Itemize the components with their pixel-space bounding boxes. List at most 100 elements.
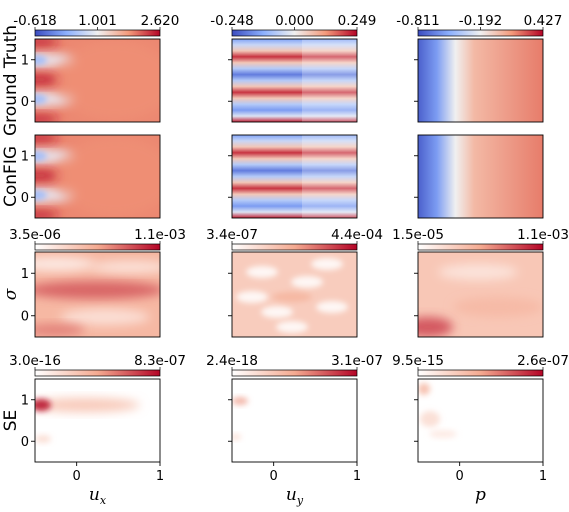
colorbar-tick-label: -0.248 (210, 13, 254, 29)
heatmap-blob (232, 397, 248, 405)
colorbar-tick-label: -0.192 (459, 13, 503, 29)
x-tick-label: 1 (156, 469, 164, 484)
panel-frame (417, 38, 544, 123)
heatmap-field (35, 379, 160, 462)
heatmap-blob (35, 324, 85, 336)
y-tick-label: 1 (21, 53, 29, 68)
heatmap-field (418, 39, 543, 122)
heatmap-blob (418, 383, 430, 395)
heatmap-panel (232, 379, 357, 462)
colorbar-tick-label: 1.1e-03 (134, 227, 186, 243)
x-tick-label: 0 (270, 469, 278, 484)
heatmap-blob (420, 411, 440, 427)
heatmap-blob (236, 291, 268, 303)
heatmap-blob (438, 264, 518, 280)
heatmap-panel (232, 252, 357, 337)
x-tick-label: 0 (456, 469, 464, 484)
heatmap-blob (35, 39, 59, 47)
y-tick-label: 1 (21, 267, 29, 282)
row-label: ConFIG (1, 146, 21, 207)
heatmap-panel (232, 135, 357, 218)
heatmap-panel (35, 379, 160, 462)
heatmap-blob (35, 398, 140, 412)
heatmap-blob (272, 292, 312, 302)
heatmap-fade (302, 39, 357, 122)
heatmap-blob (35, 190, 47, 201)
heatmap-panel (35, 252, 160, 337)
y-tick-label: 1 (21, 393, 29, 408)
colorbar (417, 29, 544, 37)
colorbar-tick-label: -0.811 (396, 13, 440, 29)
colorbar-tick-label: 0.000 (275, 13, 314, 29)
colorbar-tick-label: 2.6e-07 (517, 353, 569, 369)
heatmap-field (418, 135, 543, 218)
colorbar-tick-label: 4.4e-04 (331, 227, 383, 243)
y-tick-label: 0 (21, 191, 29, 206)
x-tick-label: 0 (73, 469, 81, 484)
heatmap-blob (429, 430, 457, 438)
heatmap-blob (35, 55, 47, 66)
heatmap-panel (418, 379, 543, 462)
colorbar-tick-label: 3.1e-07 (331, 353, 383, 369)
heatmap-blob (35, 151, 47, 162)
colorbar (34, 369, 161, 377)
heatmap-field (232, 39, 357, 122)
heatmap-blob (246, 266, 278, 278)
colorbar (231, 243, 358, 251)
heatmap-blob (418, 317, 453, 337)
heatmap-blob (90, 261, 160, 273)
row-label: SE (1, 410, 21, 432)
panel-frame (417, 378, 544, 463)
colorbar-tick-label: -0.618 (13, 13, 57, 29)
heatmap-blob (453, 297, 543, 317)
heatmap-field (232, 135, 357, 218)
heatmap-panel (418, 39, 543, 122)
heatmap-blob (35, 135, 59, 143)
colorbar-tick-label: 2.4e-18 (206, 353, 258, 369)
column-label: p (475, 485, 486, 505)
heatmap-panel (418, 135, 543, 218)
y-tick-label: 0 (21, 309, 29, 324)
heatmap-blob (35, 169, 61, 182)
colorbar-tick-label: 2.620 (141, 13, 180, 29)
colorbar (231, 29, 358, 37)
y-tick-label: 0 (21, 435, 29, 450)
colorbar-tick-label: 1.5e-05 (392, 227, 444, 243)
heatmap-panel (35, 39, 160, 122)
row-label: σ (1, 288, 21, 300)
heatmap-blob (276, 321, 308, 333)
heatmap-blob (311, 258, 343, 270)
panel-frame (34, 251, 161, 338)
colorbar-tick-label: 0.249 (338, 13, 377, 29)
heatmap-fade (302, 135, 357, 218)
colorbar (34, 29, 161, 37)
heatmap-blob (35, 94, 47, 105)
column-label: uy (286, 485, 304, 507)
colorbar-tick-label: 1.1e-03 (517, 227, 569, 243)
heatmap-blob (55, 136, 160, 217)
panel-frame (231, 378, 358, 463)
colorbar-tick-label: 1.001 (78, 13, 117, 29)
panel-frame (231, 134, 358, 219)
heatmap-field (232, 379, 357, 462)
heatmap-blob (35, 435, 51, 443)
colorbar (417, 243, 544, 251)
y-tick-label: 1 (21, 149, 29, 164)
colorbar-tick-label: 9.5e-15 (392, 353, 444, 369)
heatmap-blob (316, 301, 348, 313)
column-label: ux (89, 485, 107, 507)
panel-frame (34, 38, 161, 123)
heatmap-panel (35, 135, 160, 218)
heatmap-blob (35, 114, 59, 122)
panel-frame (34, 134, 161, 219)
heatmap-panel (232, 39, 357, 122)
heatmap-blob (291, 276, 323, 288)
panel-frame (417, 134, 544, 219)
heatmap-blob (35, 210, 59, 218)
x-tick-label: 1 (353, 469, 361, 484)
colorbar (231, 369, 358, 377)
colorbar-tick-label: 3.0e-16 (9, 353, 61, 369)
heatmap-blob (60, 309, 150, 325)
heatmap-panel (418, 252, 543, 337)
